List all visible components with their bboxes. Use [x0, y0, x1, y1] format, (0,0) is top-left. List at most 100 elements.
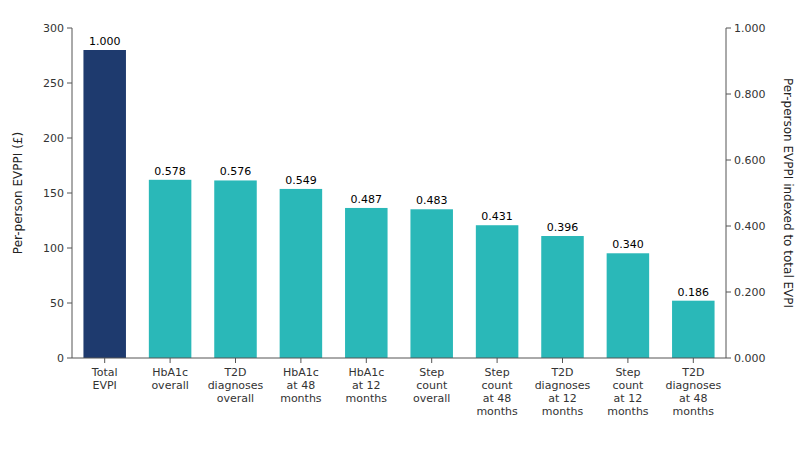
- chart: 1.0000.5780.5760.5490.4870.4830.4310.396…: [0, 0, 800, 450]
- x-tick-label-line: overall: [151, 379, 188, 392]
- y-tick: [67, 303, 72, 304]
- bar-annotation: 1.000: [89, 35, 121, 48]
- x-tick-label-line: months: [542, 405, 584, 418]
- bars: [83, 50, 714, 358]
- y-tick: [67, 28, 72, 29]
- x-tick: [366, 358, 367, 363]
- x-tick-label-line: count: [416, 379, 448, 392]
- x-tick-label-line: T2D: [223, 366, 246, 379]
- y2-tick: [726, 94, 731, 95]
- bar-annotation: 0.431: [481, 210, 513, 223]
- x-tick-label-line: Step: [615, 366, 640, 379]
- x-tick-label-line: months: [476, 405, 518, 418]
- x-tick-label-line: months: [607, 405, 649, 418]
- bar-annotation: 0.578: [154, 165, 186, 178]
- y-axis-label: Per-person EVPPI (£): [11, 132, 25, 254]
- bar: [345, 208, 388, 358]
- x-tick-label-line: at 48: [679, 392, 708, 405]
- bar-annotation: 0.483: [416, 194, 448, 207]
- x-tick-label-line: Step: [419, 366, 444, 379]
- y-tick-label: 100: [43, 242, 64, 255]
- x-tick-label: HbA1cat 48months: [280, 366, 322, 405]
- x-tick-label-line: T2D: [550, 366, 573, 379]
- bar-annotation: 0.549: [285, 174, 317, 187]
- y2-tick-label: 0.800: [734, 88, 766, 101]
- x-tick-label-line: HbA1c: [283, 366, 319, 379]
- y-tick-label: 0: [57, 352, 64, 365]
- bar: [410, 209, 453, 358]
- y2-tick: [726, 28, 731, 29]
- y2-tick-label: 0.000: [734, 352, 766, 365]
- bar: [607, 253, 650, 358]
- y2-tick-label: 1.000: [734, 22, 766, 35]
- x-tick-label-line: Total: [91, 366, 118, 379]
- bar: [476, 225, 519, 358]
- x-tick-label-line: months: [280, 392, 322, 405]
- x-tick-label: HbA1cat 12months: [346, 366, 388, 405]
- x-tick-label: T2Ddiagnosesat 12months: [535, 366, 591, 418]
- y2-tick: [726, 226, 731, 227]
- bar-annotation: 0.186: [678, 286, 710, 299]
- x-tick: [300, 358, 301, 363]
- x-tick-label-line: EVPI: [93, 379, 117, 392]
- y-tick: [67, 248, 72, 249]
- y2-tick: [726, 292, 731, 293]
- x-tick-label-line: at 48: [483, 392, 512, 405]
- bar-annotation: 0.396: [547, 221, 579, 234]
- bar-annotation: 0.576: [220, 165, 252, 178]
- y2-axis-line: [726, 28, 727, 358]
- x-tick-label: Stepcountoverall: [413, 366, 450, 405]
- bar: [541, 236, 584, 358]
- x-tick: [693, 358, 694, 363]
- x-tick-label-line: T2D: [681, 366, 704, 379]
- x-tick: [235, 358, 236, 363]
- x-tick-label: TotalEVPI: [91, 366, 118, 392]
- x-tick-label-line: overall: [217, 392, 254, 405]
- bar: [214, 180, 257, 358]
- x-tick-label-line: months: [673, 405, 715, 418]
- x-tick-label-line: count: [482, 379, 514, 392]
- y2-axis-label: Per-person EVPPI indexed to total EVPI: [781, 78, 795, 308]
- x-tick-label-line: at 48: [287, 379, 316, 392]
- x-tick-label: T2Ddiagnosesat 48months: [665, 366, 721, 418]
- y-tick-label: 150: [43, 187, 64, 200]
- y2-tick: [726, 160, 731, 161]
- x-tick-label-line: diagnoses: [535, 379, 591, 392]
- x-tick: [627, 358, 628, 363]
- x-tick-label-line: HbA1c: [152, 366, 188, 379]
- x-tick: [497, 358, 498, 363]
- y2-tick-label: 0.600: [734, 154, 766, 167]
- x-tick-label-line: count: [612, 379, 644, 392]
- x-tick: [104, 358, 105, 363]
- y2-tick: [726, 358, 731, 359]
- x-tick-label: Stepcountat 12months: [607, 366, 649, 418]
- y-tick: [67, 138, 72, 139]
- x-tick-label-line: HbA1c: [348, 366, 384, 379]
- x-tick: [562, 358, 563, 363]
- y2-tick-label: 0.400: [734, 220, 766, 233]
- bar: [280, 189, 323, 358]
- y-tick-label: 250: [43, 77, 64, 90]
- y-tick: [67, 83, 72, 84]
- x-tick-label-line: overall: [413, 392, 450, 405]
- x-tick-label-line: at 12: [614, 392, 643, 405]
- y-tick-label: 50: [50, 297, 64, 310]
- y-tick-label: 300: [43, 22, 64, 35]
- x-tick: [170, 358, 171, 363]
- x-tick-label: Stepcountat 48months: [476, 366, 518, 418]
- bar: [672, 301, 715, 358]
- bar: [83, 50, 126, 358]
- x-tick-label-line: diagnoses: [665, 379, 721, 392]
- x-tick-label-line: diagnoses: [208, 379, 264, 392]
- y-tick-label: 200: [43, 132, 64, 145]
- x-tick-label-line: months: [346, 392, 388, 405]
- x-tick-label: HbA1coverall: [151, 366, 188, 392]
- y-tick: [67, 193, 72, 194]
- x-tick-label-line: at 12: [548, 392, 577, 405]
- x-tick-label-line: at 12: [352, 379, 381, 392]
- x-tick-label-line: Step: [485, 366, 510, 379]
- bar-annotation: 0.340: [612, 238, 644, 251]
- y-tick: [67, 358, 72, 359]
- bar: [149, 180, 192, 358]
- x-tick-label: T2Ddiagnosesoverall: [208, 366, 264, 405]
